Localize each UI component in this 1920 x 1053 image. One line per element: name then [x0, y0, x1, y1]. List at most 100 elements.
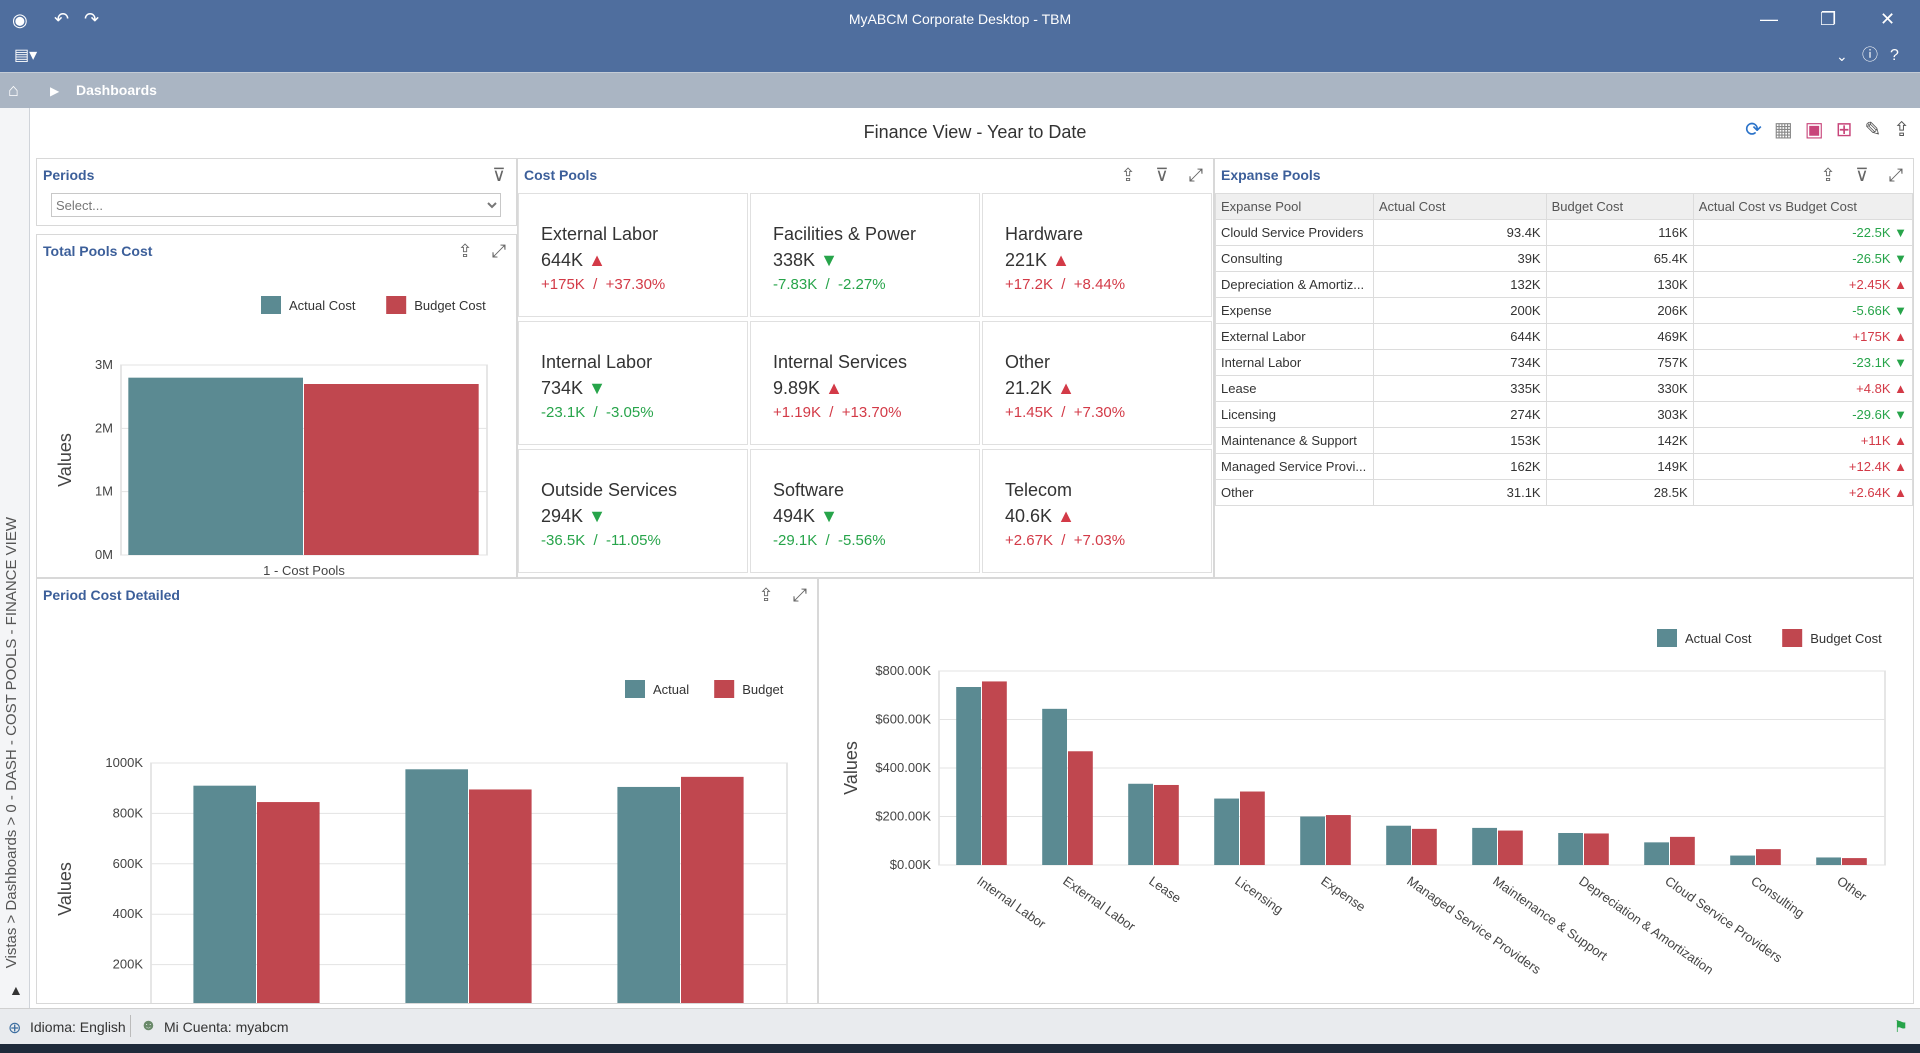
maximize-icon[interactable]: ⤢ [792, 585, 808, 605]
triangle-up-icon: ▲ [1894, 381, 1907, 396]
table-row[interactable]: Depreciation & Amortiz... 132K 130K +2.45K … [1215, 271, 1914, 298]
column-header[interactable]: Budget Cost [1545, 193, 1694, 220]
tile-value: 294K ▼ [541, 506, 606, 527]
triangle-up-icon: ▲ [1057, 506, 1075, 526]
tile-value-text: 294K [541, 506, 584, 526]
cost-pool-tile[interactable]: Internal Labor 734K ▼ -23.1K / -3.05% [518, 321, 748, 445]
tile-name: Other [1005, 352, 1051, 372]
tile-value: 21.2K ▲ [1005, 378, 1075, 399]
cell-diff-text: +175K [1852, 329, 1891, 344]
cell-pool: Depreciation & Amortiz... [1215, 271, 1374, 298]
tile-name: Facilities & Power [773, 224, 917, 244]
table-row[interactable]: Managed Service Provi... 162K 149K +12.4K ▲ [1215, 453, 1914, 480]
table-row[interactable]: Internal Labor 734K 757K -23.1K ▼ [1215, 349, 1914, 376]
cost-pool-tile[interactable]: External Labor 644K ▲ +175K / +37.30% [518, 193, 748, 317]
cost-pool-tile[interactable]: Telecom 40.6K ▲ +2.67K / +7.03% [982, 449, 1212, 573]
y-tick-label: $600.00K [875, 712, 931, 727]
table-row[interactable]: Maintenance & Support 153K 142K +11K ▲ [1215, 427, 1914, 454]
language-status[interactable]: Idioma: English [30, 1019, 126, 1035]
cell-budget: 116K [1545, 219, 1694, 246]
table-row[interactable]: Expense 200K 206K -5.66K ▼ [1215, 297, 1914, 324]
legend-swatch [625, 680, 645, 698]
grid-icon[interactable]: ▦ [1773, 119, 1793, 141]
column-header[interactable]: Expanse Pool [1215, 193, 1374, 220]
export-icon[interactable]: ⇪ [457, 241, 473, 261]
cell-diff: -29.6K ▼ [1692, 401, 1914, 428]
table-row[interactable]: Consulting 39K 65.4K -26.5K ▼ [1215, 245, 1914, 272]
periods-select[interactable]: Select... [51, 193, 501, 217]
cell-actual: 335K [1372, 375, 1547, 402]
breadcrumb-dashboards[interactable]: Dashboards [76, 82, 157, 98]
x-tick-label: Expense [1318, 873, 1368, 914]
minimize-icon[interactable]: — [1760, 9, 1778, 29]
save-as-icon[interactable]: ⊞ [1835, 119, 1853, 141]
y-tick-label: 200K [113, 957, 144, 972]
sidebar-path-label: Vistas > Dashboards > 0 - DASH - COST PO… [3, 516, 20, 968]
y-tick-label: 1000K [105, 755, 143, 770]
ribbon-bar: ▤▾ ⌄ ⓘ ? [0, 40, 1920, 72]
globe-icon: ⊕ [8, 1020, 22, 1037]
edit-icon[interactable]: ✎ [1864, 119, 1882, 141]
table-row[interactable]: Clould Service Providers 93.4K 116K -22.5K … [1215, 219, 1914, 246]
refresh-icon[interactable]: ⟳ [1745, 119, 1762, 141]
export-icon[interactable]: ⇪ [758, 585, 774, 605]
cell-actual: 31.1K [1372, 479, 1547, 506]
cell-budget: 130K [1545, 271, 1694, 298]
x-tick-label: Managed Service Providers [1404, 873, 1544, 977]
info-icon[interactable]: ⓘ [1862, 47, 1879, 64]
close-icon[interactable]: ✕ [1880, 9, 1896, 29]
cost-pool-tile[interactable]: Hardware 221K ▲ +17.2K / +8.44% [982, 193, 1212, 317]
home-icon[interactable]: ⌂ [8, 80, 19, 100]
tile-value: 734K ▼ [541, 378, 606, 399]
undo-icon[interactable]: ↶ [54, 9, 70, 29]
y-axis-label: Values [55, 433, 75, 487]
redo-icon[interactable]: ↷ [84, 9, 100, 29]
cell-budget: 28.5K [1545, 479, 1694, 506]
export-icon[interactable]: ⇪ [1893, 119, 1910, 141]
clear-filter-icon[interactable]: ⊽ [1155, 165, 1169, 185]
legend-label: Budget Cost [1810, 631, 1882, 646]
cost-pool-tile[interactable]: Other 21.2K ▲ +1.45K / +7.30% [982, 321, 1212, 445]
vertical-path-sidebar: Vistas > Dashboards > 0 - DASH - COST PO… [0, 108, 30, 1008]
tile-value-text: 338K [773, 250, 816, 270]
bar-actual-cost [1214, 798, 1239, 865]
bar-actual-cost [1386, 825, 1411, 865]
table-row[interactable]: Licensing 274K 303K -29.6K ▼ [1215, 401, 1914, 428]
cost-pool-tile[interactable]: Facilities & Power 338K ▼ -7.83K / -2.27% [750, 193, 980, 317]
cost-pool-tile[interactable]: Software 494K ▼ -29.1K / -5.56% [750, 449, 980, 573]
maximize-icon[interactable]: ⤢ [1188, 165, 1204, 185]
bar-budget-cost [1584, 833, 1609, 865]
table-row[interactable]: Other 31.1K 28.5K +2.64K ▲ [1215, 479, 1914, 506]
chevron-down-icon[interactable]: ⌄ [1836, 48, 1848, 64]
panel-toggle-icon[interactable]: ▤▾ [14, 47, 38, 64]
table-row[interactable]: Lease 335K 330K +4.8K ▲ [1215, 375, 1914, 402]
x-tick-label: External Labor [1060, 873, 1138, 934]
x-tick-label: Depreciation & Amortization [1576, 873, 1716, 977]
collapse-up-icon[interactable]: ▲ [9, 982, 23, 998]
triangle-up-icon: ▲ [1894, 459, 1907, 474]
cell-diff: +2.45K ▲ [1692, 271, 1914, 298]
tile-delta: -23.1K / -3.05% [541, 404, 654, 421]
help-icon[interactable]: ? [1890, 47, 1899, 64]
maximize-icon[interactable]: ⤢ [1888, 165, 1904, 185]
cell-budget: 206K [1545, 297, 1694, 324]
bar-actual-cost [1558, 832, 1583, 865]
save-icon[interactable]: ▣ [1804, 119, 1824, 141]
export-icon[interactable]: ⇪ [1820, 165, 1836, 185]
tile-value: 338K ▼ [773, 250, 838, 271]
column-header[interactable]: Actual Cost [1372, 193, 1547, 220]
clear-filter-icon[interactable]: ⊽ [1855, 165, 1869, 185]
maximize-icon[interactable]: ⤢ [491, 241, 507, 261]
cell-diff-text: -5.66K [1852, 303, 1891, 318]
tile-delta: +175K / +37.30% [541, 276, 666, 293]
table-row[interactable]: External Labor 644K 469K +175K ▲ [1215, 323, 1914, 350]
clear-filter-icon[interactable]: ⊽ [492, 165, 506, 185]
account-status[interactable]: Mi Cuenta: myabcm [164, 1019, 289, 1035]
cell-budget: 142K [1545, 427, 1694, 454]
export-icon[interactable]: ⇪ [1120, 165, 1136, 185]
cell-pool: Expense [1215, 297, 1374, 324]
restore-icon[interactable]: ❐ [1820, 9, 1837, 29]
cost-pool-tile[interactable]: Outside Services 294K ▼ -36.5K / -11.05% [518, 449, 748, 573]
cost-pool-tile[interactable]: Internal Services 9.89K ▲ +1.19K / +13.70% [750, 321, 980, 445]
column-header[interactable]: Actual Cost vs Budget Cost [1692, 193, 1914, 220]
